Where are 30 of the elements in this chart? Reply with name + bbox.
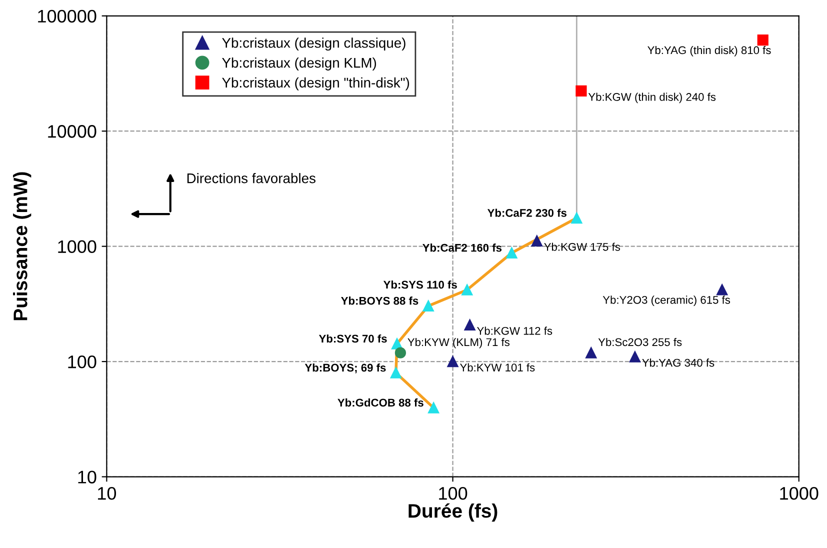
annotation: Yb:YAG (thin disk) 810 fs bbox=[648, 46, 771, 56]
x-tick-label: 10 bbox=[98, 486, 116, 500]
y-tick-label: 100 bbox=[68, 355, 96, 368]
annotation: Yb:BOYS; 69 fs bbox=[304, 363, 386, 374]
annotation: Directions favorables bbox=[187, 173, 316, 184]
y-tick-label: 1000 bbox=[58, 240, 96, 254]
legend-label: Yb:cristaux (design KLM) bbox=[222, 58, 376, 70]
x-axis-title: Durée (fs) bbox=[408, 503, 498, 522]
annotation: Yb:KGW (thin disk) 240 fs bbox=[588, 92, 716, 104]
x-tick-label: 1000 bbox=[780, 486, 818, 500]
x-tick-label: 100 bbox=[439, 486, 468, 500]
annotation: Yb:KYW (KLM) 71 fs bbox=[408, 338, 510, 348]
y-tick-label: 10 bbox=[78, 470, 96, 484]
annotation: Yb:BOYS 88 fs bbox=[341, 296, 418, 305]
y-tick-label: 100000 bbox=[38, 10, 96, 23]
annotation: Yb:SYS 110 fs bbox=[383, 280, 457, 289]
legend-label: Yb:cristaux (design classique) bbox=[222, 38, 406, 51]
annotation: Yb:Y2O3 (ceramic) 615 fs bbox=[602, 296, 730, 306]
annotation: Yb:GdCOB 88 fs bbox=[338, 398, 424, 407]
legend-label: Yb:cristaux (design "thin-disk") bbox=[222, 77, 410, 90]
annotation: Yb:KYW 101 fs bbox=[460, 363, 535, 372]
annotation: Yb:KGW 175 fs bbox=[544, 242, 620, 251]
annotation: Yb:Sc2O3 255 fs bbox=[598, 338, 682, 346]
annotation: Yb:YAG 340 fs bbox=[642, 358, 714, 367]
annotation: Yb:SYS 70 fs bbox=[318, 334, 387, 343]
annotation: Yb:KGW 112 fs bbox=[477, 326, 552, 335]
y-axis-title: Puissance (mW) bbox=[13, 172, 32, 320]
annotation: Yb:CaF2 160 fs bbox=[422, 244, 502, 252]
annotation: Yb:CaF2 230 fs bbox=[487, 208, 566, 217]
y-tick-label: 10000 bbox=[48, 125, 96, 138]
